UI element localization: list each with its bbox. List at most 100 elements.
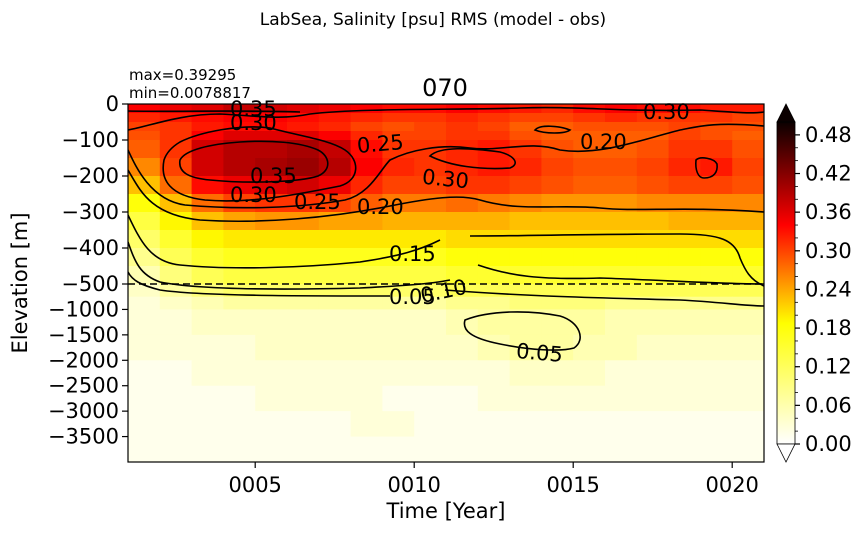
- heatmap-cell: [732, 194, 764, 213]
- y-tick-label: −400: [61, 236, 119, 260]
- heatmap-cell: [318, 266, 352, 285]
- heatmap-cell: [414, 360, 447, 387]
- heatmap-cell: [159, 334, 193, 361]
- heatmap-cell: [191, 309, 224, 336]
- contour-010: [128, 241, 451, 290]
- heatmap-cell: [287, 230, 320, 249]
- heatmap-cell: [159, 284, 193, 298]
- heatmap-cell: [732, 284, 764, 298]
- heatmap-cell: [509, 122, 542, 132]
- heatmap-cell: [414, 176, 447, 195]
- heatmap-cell: [382, 360, 415, 387]
- heatmap-cell: [541, 334, 574, 361]
- contour-015: [128, 214, 441, 269]
- heatmap-cell: [700, 360, 733, 387]
- heatmap-cell: [255, 212, 288, 231]
- heatmap-cell: [732, 309, 764, 336]
- heatmap-cell: [573, 176, 606, 195]
- heatmap-cell: [509, 411, 542, 438]
- heatmap-cell: [446, 309, 479, 336]
- y-tick-label: −300: [61, 200, 119, 224]
- heatmap-cell: [191, 266, 224, 285]
- heatmap-cell: [223, 309, 256, 336]
- heatmap-cell: [128, 411, 161, 438]
- heatmap-cell: [732, 385, 764, 412]
- heatmap-cell: [636, 385, 670, 412]
- heatmap-cell: [159, 113, 193, 123]
- y-tick-label: −3500: [48, 425, 119, 449]
- heatmap-cell: [541, 104, 574, 114]
- heatmap-cell: [477, 212, 511, 231]
- heatmap-cell: [159, 104, 193, 114]
- heatmap-cell: [573, 131, 606, 141]
- heatmap-cell: [700, 411, 733, 438]
- heatmap-cell: [668, 131, 701, 141]
- heatmap-cell: [668, 266, 701, 285]
- heatmap-cell: [191, 176, 224, 195]
- heatmap-cell: [128, 158, 161, 177]
- heatmap-cell: [128, 104, 161, 114]
- heatmap-cell: [223, 411, 256, 438]
- colorbar-gradient: [776, 121, 796, 445]
- contour-label: 0.30: [230, 183, 277, 207]
- heatmap-cell: [318, 194, 352, 213]
- y-axis-label: Elevation [m]: [8, 212, 32, 353]
- heatmap-cell: [700, 385, 733, 412]
- heatmap-cell: [668, 140, 701, 159]
- heatmap-cell: [732, 176, 764, 195]
- heatmap-cell: [350, 411, 383, 438]
- heatmap-cell: [382, 296, 415, 311]
- colorbar-tick-label: 0.48: [805, 123, 852, 147]
- heatmap-cell: [446, 266, 479, 285]
- heatmap-cell: [255, 385, 288, 412]
- heatmap-cell: [668, 104, 701, 114]
- heatmap-cell: [573, 140, 606, 159]
- heatmap-cell: [382, 334, 415, 361]
- contour-label: 0.25: [294, 190, 341, 214]
- max-label: max=0.39295: [129, 66, 236, 84]
- heatmap-cell: [700, 334, 733, 361]
- heatmap-cell: [605, 140, 638, 159]
- heatmap-cell: [446, 230, 479, 249]
- contour-label: 0.30: [421, 165, 470, 194]
- heatmap-cell: [287, 104, 320, 114]
- heatmap-cell: [477, 266, 511, 285]
- heatmap-cell: [732, 212, 764, 231]
- heatmap-cell: [159, 309, 193, 336]
- heatmap-cell: [541, 284, 574, 298]
- heatmap-cell: [382, 122, 415, 132]
- colorbar-tick-label: 0.06: [805, 393, 852, 417]
- heatmap-cell: [477, 385, 511, 412]
- heatmap-cell: [668, 360, 701, 387]
- contour-label: 0.15: [389, 242, 436, 266]
- heatmap-cell: [159, 411, 193, 438]
- axes-frame: [127, 103, 765, 463]
- heatmap-cell: [128, 284, 161, 298]
- heatmap-cell: [636, 309, 670, 336]
- heatmap-cell: [509, 104, 542, 114]
- heatmap-cell: [636, 104, 670, 114]
- heatmap-cell: [573, 411, 606, 438]
- heatmap-cell: [509, 212, 542, 231]
- heatmap-cell: [477, 140, 511, 159]
- heatmap-cell: [128, 176, 161, 195]
- heatmap-cell: [636, 113, 670, 123]
- heatmap-cell: [223, 104, 256, 114]
- heatmap-cell: [287, 266, 320, 285]
- heatmap-cell: [636, 131, 670, 141]
- heatmap-cell: [255, 230, 288, 249]
- heatmap-cell: [287, 296, 320, 311]
- heatmap-cell: [477, 248, 511, 267]
- heatmap-cell: [605, 212, 638, 231]
- heatmap-cell: [732, 360, 764, 387]
- heatmap-cell: [414, 334, 447, 361]
- heatmap-cell: [382, 212, 415, 231]
- heatmap-cell: [573, 436, 606, 462]
- heatmap-cell: [605, 194, 638, 213]
- heatmap-cell: [159, 266, 193, 285]
- heatmap-cell: [636, 122, 670, 132]
- heatmap-cell: [668, 248, 701, 267]
- heatmap-cell: [350, 309, 383, 336]
- heatmap-cell: [223, 296, 256, 311]
